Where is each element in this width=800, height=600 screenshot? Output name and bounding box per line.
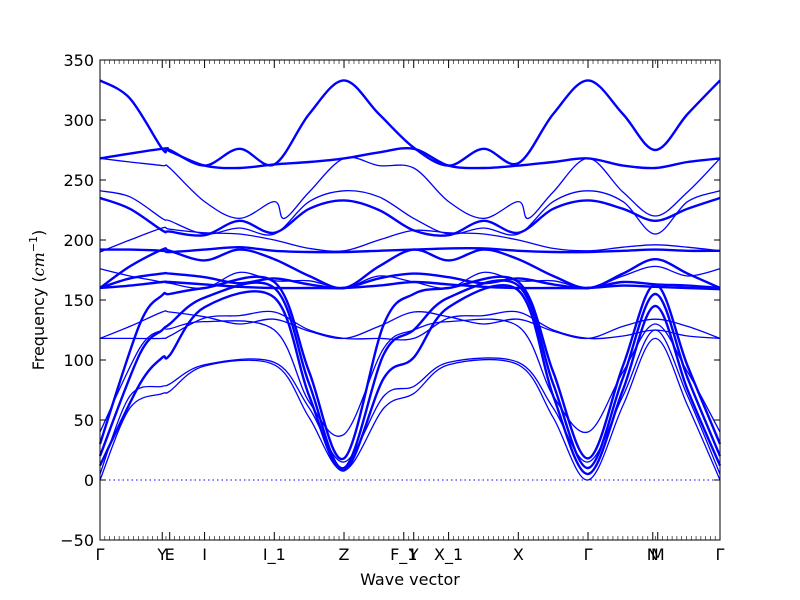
phonon-band-9 bbox=[99, 265, 721, 290]
x-tick-label: Γ bbox=[96, 545, 105, 564]
x-tick-label: Z bbox=[339, 545, 350, 564]
x-tick-label: X bbox=[513, 545, 524, 564]
phonon-band-6 bbox=[99, 226, 721, 253]
x-tick-label: Y bbox=[156, 545, 167, 564]
phonon-band-10 bbox=[99, 271, 721, 290]
plot-frame bbox=[99, 59, 721, 541]
y-axis-label-exp: −1 bbox=[27, 236, 40, 252]
phonon-band-14 bbox=[98, 275, 722, 461]
phonon-band-8 bbox=[99, 247, 721, 290]
phonon-band-5 bbox=[99, 196, 721, 237]
phonon-band-16 bbox=[98, 284, 722, 476]
y-tick-label: 0 bbox=[84, 471, 94, 490]
phonon-band-4 bbox=[99, 189, 721, 236]
bands-layer bbox=[98, 79, 722, 481]
x-tick-label: Y bbox=[408, 545, 419, 564]
x-axis-label: Wave vector bbox=[360, 570, 460, 589]
y-tick-label: 350 bbox=[63, 51, 94, 70]
y-axis-label-unit: cm bbox=[29, 252, 48, 276]
x-tick-label: Γ bbox=[584, 545, 593, 564]
y-axis-label: Frequency (cm−1) bbox=[27, 230, 48, 371]
x-axis-ticks: Γ YE I I_1 Z F_1Y X_1 X Γ NM Γ bbox=[96, 60, 725, 565]
y-axis-label-close: ) bbox=[29, 230, 48, 236]
x-tick-label: I_1 bbox=[263, 545, 286, 565]
x-tick-label: X_1 bbox=[434, 545, 463, 565]
x-tick-label: F_1 bbox=[390, 545, 417, 565]
phonon-band-2 bbox=[99, 147, 721, 170]
x-tick-label: N bbox=[647, 545, 659, 564]
y-tick-label: 200 bbox=[63, 231, 94, 250]
phonon-band-18 bbox=[99, 329, 721, 475]
x-tick-label: I bbox=[202, 545, 207, 564]
phonon-band-1 bbox=[99, 79, 721, 167]
y-tick-label: 300 bbox=[63, 111, 94, 130]
y-tick-label: 100 bbox=[63, 351, 94, 370]
x-tick-label: M bbox=[651, 545, 665, 564]
phonon-band-12 bbox=[99, 310, 721, 340]
phonon-band-15 bbox=[98, 279, 722, 470]
x-tick-label: E bbox=[165, 545, 175, 564]
y-tick-label: 250 bbox=[63, 171, 94, 190]
y-axis-label-text: Frequency ( bbox=[29, 276, 48, 370]
phonon-band-19 bbox=[99, 337, 721, 481]
y-axis-ticks: −50 0 50 100 150 200 250 300 350 bbox=[60, 51, 720, 550]
minor-ticks-layer bbox=[104, 60, 716, 540]
y-tick-label: −50 bbox=[60, 531, 94, 550]
x-tick-label: Γ bbox=[716, 545, 725, 564]
phonon-band-3 bbox=[99, 156, 721, 220]
y-tick-label: 150 bbox=[63, 291, 94, 310]
phonon-band-11 bbox=[99, 280, 721, 291]
y-tick-label: 50 bbox=[74, 411, 94, 430]
phonon-band-17 bbox=[99, 318, 721, 437]
